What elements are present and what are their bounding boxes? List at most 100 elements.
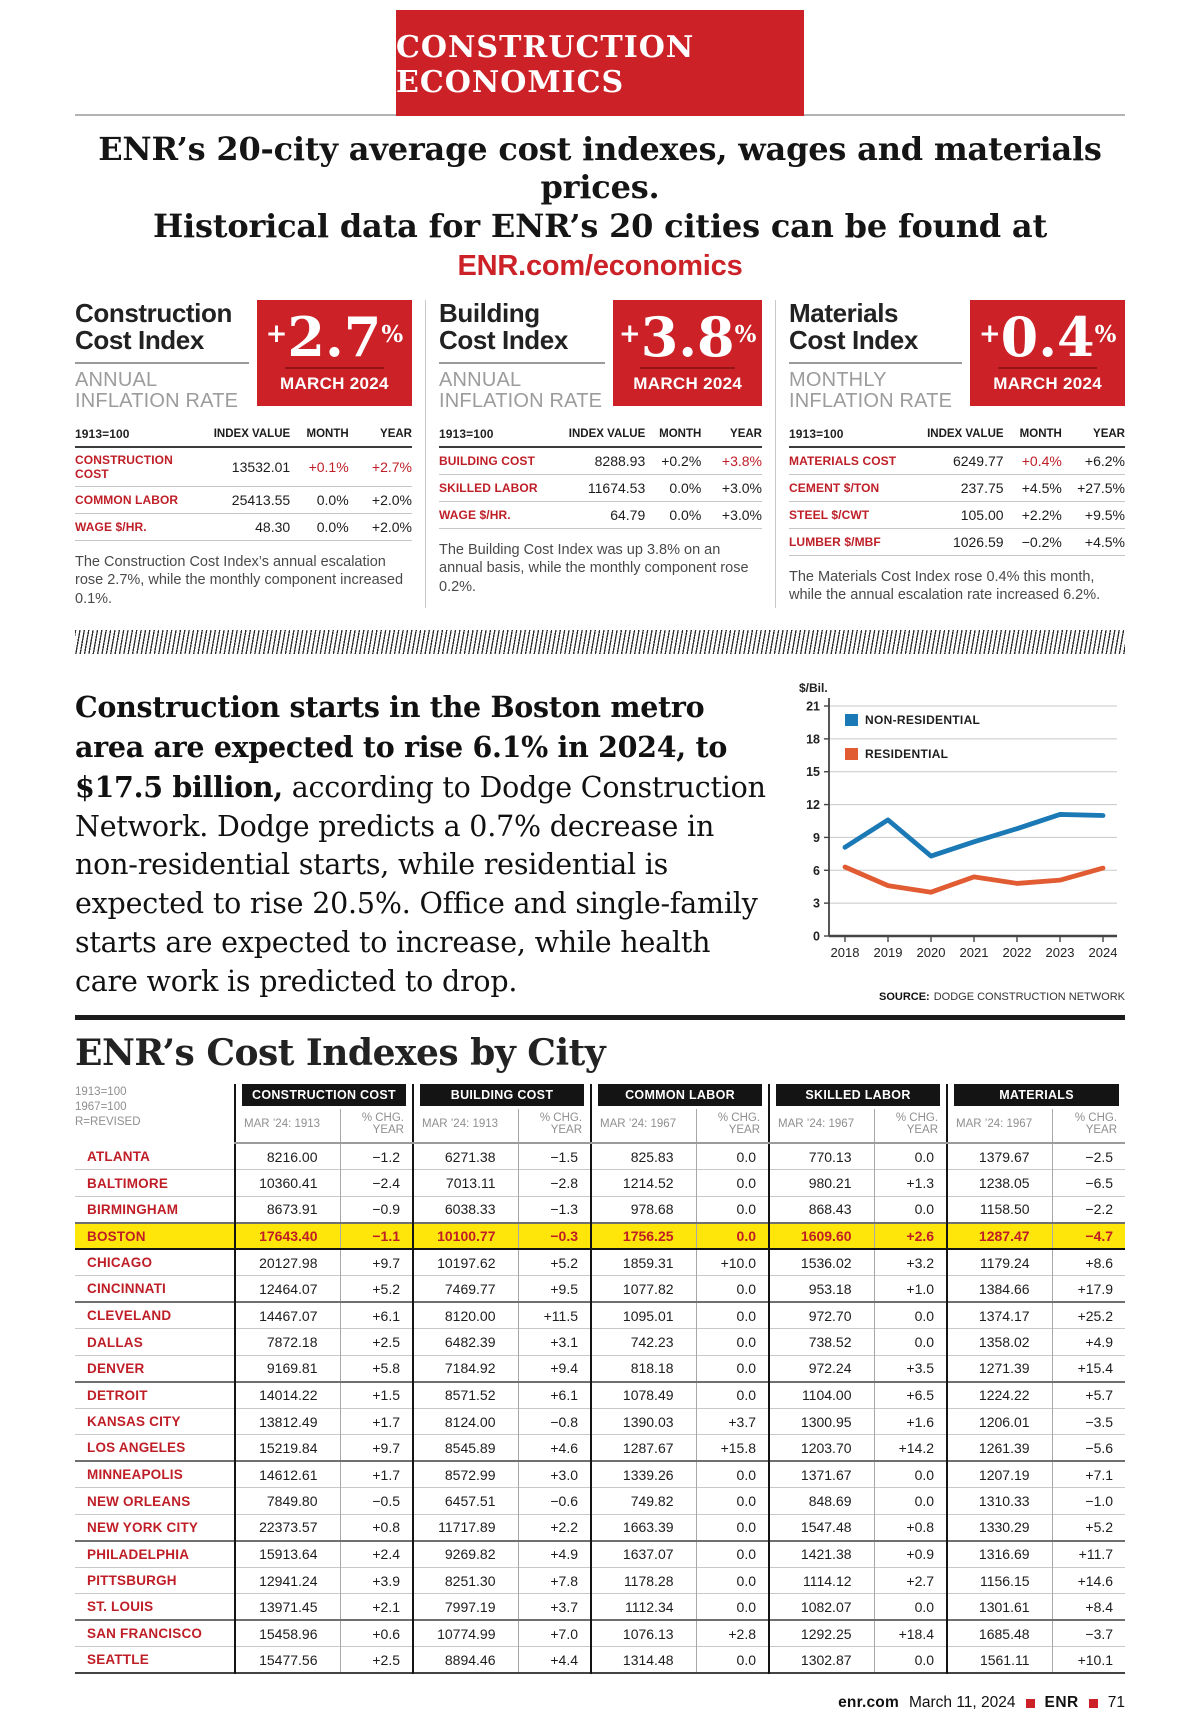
index-value-cell: 1112.34 bbox=[590, 1593, 697, 1621]
index-table-cell: 48.30 bbox=[255, 518, 291, 535]
pct-change-cell: 0.0 bbox=[873, 1487, 948, 1515]
pct-change-cell: +1.3 bbox=[873, 1169, 948, 1197]
index-table-cell: +2.7% bbox=[371, 458, 412, 475]
pct-change-cell: +9.7 bbox=[339, 1434, 413, 1462]
index-boxes: Construction Cost Index ANNUAL INFLATION… bbox=[75, 297, 1125, 609]
index-value-cell: 8124.00 bbox=[412, 1408, 518, 1435]
index-table-cell: COMMON LABOR bbox=[75, 492, 179, 507]
pct-change-cell: 0.0 bbox=[695, 1143, 770, 1170]
index-value-cell: 8120.00 bbox=[412, 1302, 518, 1329]
pct-change-cell: −1.3 bbox=[517, 1196, 592, 1223]
box-caption: The Materials Cost Index rose 0.4% this … bbox=[789, 568, 1101, 604]
index-table-cell: +3.0% bbox=[721, 506, 762, 523]
pct-change-cell: +7.1 bbox=[1051, 1461, 1126, 1488]
index-value-cell: 8894.46 bbox=[412, 1646, 518, 1674]
pct-change-cell: +3.7 bbox=[695, 1408, 770, 1435]
sub-header-pct-change: % CHG. YEAR bbox=[517, 1109, 592, 1145]
index-table-row: BUILDING COST 8288.93 +0.2% +3.8% bbox=[439, 448, 762, 475]
index-table-cell: 8288.93 bbox=[594, 452, 646, 469]
city-name: PHILADELPHIA bbox=[87, 1546, 190, 1562]
sub-header-value: MAR ’24: 1967 bbox=[946, 1109, 1053, 1145]
pct-change-cell: +1.7 bbox=[339, 1461, 413, 1488]
starts-line-chart: 0 3 6 9 12 15 18 21 2018 2019 2020 2021 2022 2023 2024… bbox=[799, 681, 1117, 960]
city-name: SEATTLE bbox=[87, 1652, 149, 1668]
rate-label-line: INFLATION RATE bbox=[75, 390, 239, 413]
pct-change-cell: −1.0 bbox=[1051, 1487, 1126, 1515]
pct-change-cell: +3.0 bbox=[517, 1461, 592, 1488]
index-value-cell: 1859.31 bbox=[590, 1249, 697, 1276]
y-axis-unit-label: $/Bil. bbox=[799, 681, 828, 695]
index-table-cell: +0.1% bbox=[308, 458, 349, 475]
index-table-cell: 25413.55 bbox=[231, 491, 291, 508]
y-tick-label: 15 bbox=[806, 766, 820, 780]
magazine-page: CONSTRUCTION ECONOMICS ENR’s 20-city ave… bbox=[0, 10, 1200, 1712]
box-head: Materials Cost Index MONTHLY INFLATION R… bbox=[789, 299, 1125, 413]
index-value-cell: 7184.92 bbox=[412, 1355, 518, 1382]
mini-table-header: 1913=100 INDEX VALUE MONTH YEAR bbox=[789, 423, 1125, 448]
index-value-cell: 1685.48 bbox=[946, 1620, 1053, 1647]
footer-site: enr.com bbox=[838, 1694, 899, 1712]
index-value-cell: 20127.98 bbox=[234, 1249, 340, 1276]
key-line: 1967=100 bbox=[75, 1101, 127, 1114]
pct-change-cell: +9.4 bbox=[517, 1355, 592, 1382]
hatched-divider bbox=[75, 630, 1125, 655]
boston-starts-story: Construction starts in the Boston metro … bbox=[75, 678, 767, 1003]
index-value-cell: 953.18 bbox=[768, 1275, 875, 1303]
index-value-cell: 1156.15 bbox=[946, 1567, 1053, 1594]
index-value-cell: 7997.19 bbox=[412, 1593, 518, 1621]
city-row-dallas: DALLAS 7872.18 +2.5 6482.39 +3.1 742.23 0.0 738… bbox=[75, 1328, 1126, 1356]
index-value-cell: 12464.07 bbox=[234, 1275, 340, 1303]
pct-change-cell: −1.2 bbox=[339, 1143, 413, 1170]
index-value-cell: 12941.24 bbox=[234, 1567, 340, 1594]
percent-sign: % bbox=[734, 320, 757, 348]
box-title-line: Construction bbox=[75, 297, 232, 328]
red-square-icon bbox=[1025, 1698, 1035, 1708]
pct-change-cell: 0.0 bbox=[695, 1302, 770, 1329]
index-value-cell: 868.43 bbox=[768, 1196, 875, 1223]
index-table-row: STEEL $/CWT 105.00 +2.2% +9.5% bbox=[789, 502, 1125, 529]
pct-change-cell: +2.2 bbox=[517, 1514, 592, 1541]
city-name: NEW ORLEANS bbox=[87, 1493, 191, 1509]
index-table-cell: 64.79 bbox=[610, 506, 646, 523]
index-value-cell: 1374.17 bbox=[946, 1302, 1053, 1329]
pct-change-cell: 0.0 bbox=[695, 1567, 770, 1594]
pct-change-cell: −0.5 bbox=[339, 1487, 413, 1515]
city-row-minneapolis: MINNEAPOLIS 14612.61 +1.7 8572.99 +3.0 1339.2… bbox=[75, 1461, 1126, 1488]
index-value-cell: 1301.61 bbox=[946, 1593, 1053, 1621]
index-box-construction: Construction Cost Index ANNUAL INFLATION… bbox=[75, 297, 425, 608]
divider bbox=[439, 361, 606, 364]
city-name: BIRMINGHAM bbox=[87, 1201, 179, 1217]
headline-line2: Historical data for ENR’s 20 cities can … bbox=[75, 207, 1125, 284]
index-value-cell: 14467.07 bbox=[234, 1302, 340, 1329]
index-table-cell: 6249.77 bbox=[952, 452, 1004, 469]
index-table-cell: +4.5% bbox=[1084, 533, 1125, 550]
city-row-denver: DENVER 9169.81 +5.8 7184.92 +9.4 818.18 0.0 972… bbox=[75, 1355, 1126, 1382]
index-value-cell: 10774.99 bbox=[412, 1620, 518, 1647]
col-header: INDEX VALUE bbox=[568, 427, 646, 440]
index-table-cell: 0.0% bbox=[316, 518, 349, 535]
x-tick-label: 2020 bbox=[917, 945, 946, 960]
pct-change-cell: +6.5 bbox=[873, 1381, 948, 1409]
city-row-seattle: SEATTLE 15477.56 +2.5 8894.46 +4.4 1314.48 0.0… bbox=[75, 1646, 1126, 1674]
index-value-cell: 9169.81 bbox=[234, 1355, 340, 1382]
pct-change-cell: −2.5 bbox=[1051, 1143, 1126, 1170]
economics-link[interactable]: ENR.com/economics bbox=[457, 250, 743, 283]
city-name: CHICAGO bbox=[87, 1255, 153, 1271]
index-value-cell: 8216.00 bbox=[234, 1143, 340, 1170]
index-value-cell: 7872.18 bbox=[234, 1328, 340, 1356]
index-value-cell: 1287.47 bbox=[946, 1222, 1053, 1250]
index-table-row: WAGE $/HR. 48.30 0.0% +2.0% bbox=[75, 514, 412, 541]
divider bbox=[789, 361, 963, 364]
starts-chart-block: 0 3 6 9 12 15 18 21 2018 2019 2020 2021 2022 2023 2024… bbox=[793, 678, 1125, 1003]
pct-change-cell: −1.5 bbox=[517, 1143, 592, 1170]
rate-period: MARCH 2024 bbox=[279, 374, 389, 394]
pct-change-cell: +15.8 bbox=[695, 1434, 770, 1462]
pct-change-cell: +2.7 bbox=[873, 1567, 948, 1594]
index-value-cell: 1095.01 bbox=[590, 1302, 697, 1329]
index-value-cell: 1082.07 bbox=[768, 1593, 875, 1621]
index-value-cell: 1663.39 bbox=[590, 1514, 697, 1541]
legend-swatch bbox=[845, 714, 858, 727]
index-value-cell: 6038.33 bbox=[412, 1196, 518, 1223]
pct-change-cell: −1.1 bbox=[339, 1222, 413, 1250]
index-value-cell: 1179.24 bbox=[946, 1249, 1053, 1276]
